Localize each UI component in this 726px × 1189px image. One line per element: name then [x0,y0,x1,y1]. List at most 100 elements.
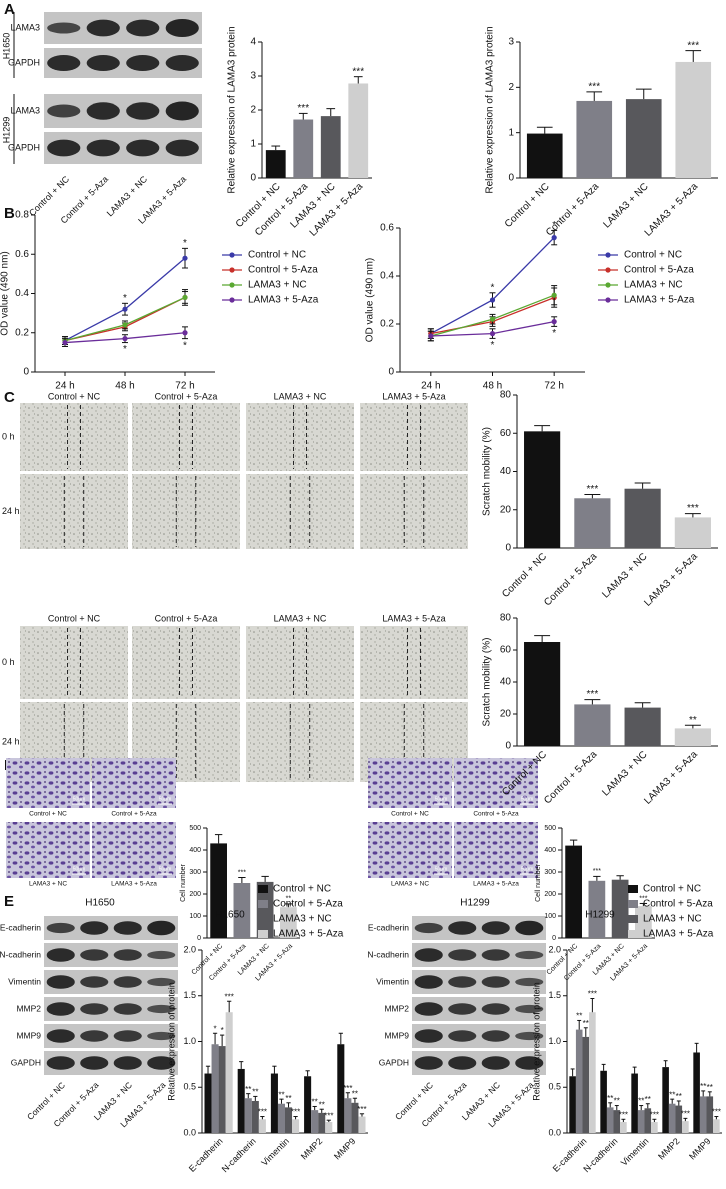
x-tick-label: MMP2 [656,1136,681,1161]
legend-label: LAMA3 + NC [248,280,307,291]
bar [318,1112,326,1133]
blot-band [515,950,544,960]
bar [637,1110,645,1133]
blot-band [47,104,81,118]
bar [258,1119,266,1133]
bar [320,116,341,178]
scratch-image [360,474,468,549]
legend-label: Control + NC [643,884,701,895]
significance: * [183,340,187,351]
scratch-image [246,626,354,699]
blot-protein-label: LAMA3 [10,105,40,115]
y-tick-label: 3 [250,71,256,82]
transwell-image [454,822,538,878]
point [489,316,496,322]
significance: ** [707,1083,713,1092]
bar [635,906,652,938]
point [489,331,496,337]
significance: ** [669,1090,675,1099]
bar [344,1098,352,1133]
y-tick-label: 0.8 [15,210,29,221]
y-tick-label: 1.5 [183,990,196,1000]
y-tick-label: 1.5 [548,990,561,1000]
blot-band [46,1029,75,1043]
image-column-label: LAMA3 + NC [274,613,327,623]
blot-band [47,22,81,34]
significance: *** [225,992,234,1001]
significance: *** [357,1105,366,1114]
blot-band [80,1030,109,1042]
y-tick-label: 2.0 [548,944,561,954]
blot-band [113,976,142,988]
significance: * [183,238,187,249]
x-tick-label: Control + 5-Aza [542,749,599,806]
bar [674,728,711,746]
scale-label: 50μm [159,796,172,802]
y-tick-label: 1.0 [183,1036,196,1046]
x-tick-label: MMP9 [687,1136,712,1161]
blot-band [147,1031,176,1041]
significance: *** [588,990,597,999]
point [551,319,557,325]
x-tick-label: Vimentin [619,1136,651,1168]
blot-title: H1650 [85,898,115,909]
legend-marker [605,297,611,303]
significance: *** [681,1109,690,1118]
point [489,297,496,303]
scratch-image [246,474,354,549]
significance: *** [687,503,699,514]
bar [565,845,582,938]
blot-band [448,921,477,935]
x-tick-label: 48 h [483,381,502,392]
bar [620,1122,627,1133]
y-axis-label: Cell number [535,863,542,901]
bar [706,1096,714,1133]
x-tick-label: LAMA3 + 5-Aza [642,551,700,609]
blot-band [46,975,75,989]
bar [611,879,629,938]
bar [644,1108,652,1133]
legend-label: Control + 5-Aza [643,899,713,910]
blot-band [113,921,142,935]
blot-band [147,1056,176,1070]
blot-band [80,976,109,988]
x-tick-label: 24 h [421,381,440,392]
blot-band [126,55,160,71]
blot-band [481,976,510,988]
y-tick-label: 1 [250,139,256,150]
y-tick-label: 500 [189,825,201,832]
x-tick-label: 72 h [175,381,194,392]
x-tick-label: LAMA3 + 5-Aza [643,181,701,239]
y-axis-label: Scratch mobility (%) [482,638,493,727]
bar [244,1098,252,1133]
y-tick-label: 60 [500,428,512,439]
blot-band [113,1056,142,1070]
transwell-image [368,822,452,878]
significance: ** [645,1095,651,1104]
blot-band [448,949,477,961]
blot-title: H1299 [460,898,490,909]
legend-swatch [258,915,268,923]
scratch-image [246,702,354,782]
image-column-label: LAMA3 + NC [274,391,327,401]
blot-protein-label: MMP2 [16,1003,41,1013]
x-tick-label: Control + NC [500,551,549,600]
significance: ** [638,1097,644,1106]
legend-label: Control + 5-Aza [273,899,343,910]
legend-label: Control + NC [624,250,682,261]
significance: *** [650,1110,659,1119]
bar [613,1110,621,1133]
bar [624,707,661,746]
blot-band [165,101,199,121]
significance: ** [245,1085,251,1094]
legend-swatch [628,885,638,893]
bar [699,1096,707,1133]
bar [270,1073,278,1133]
scratch-image [360,403,468,471]
y-tick-label: 2 [250,105,256,116]
significance: *** [291,1108,300,1117]
scratch-image [132,626,240,699]
bar [304,1076,312,1133]
blot-band [481,949,510,961]
